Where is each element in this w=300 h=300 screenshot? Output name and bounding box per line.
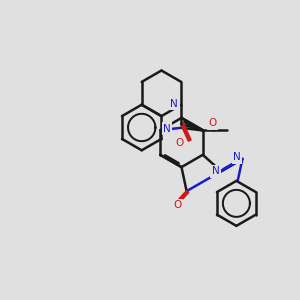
Text: N: N xyxy=(163,124,171,134)
Text: N: N xyxy=(233,152,241,163)
Text: N: N xyxy=(170,99,178,109)
Text: O: O xyxy=(176,138,184,148)
Text: O: O xyxy=(173,200,182,210)
Text: O: O xyxy=(208,118,217,128)
Text: N: N xyxy=(212,166,220,176)
